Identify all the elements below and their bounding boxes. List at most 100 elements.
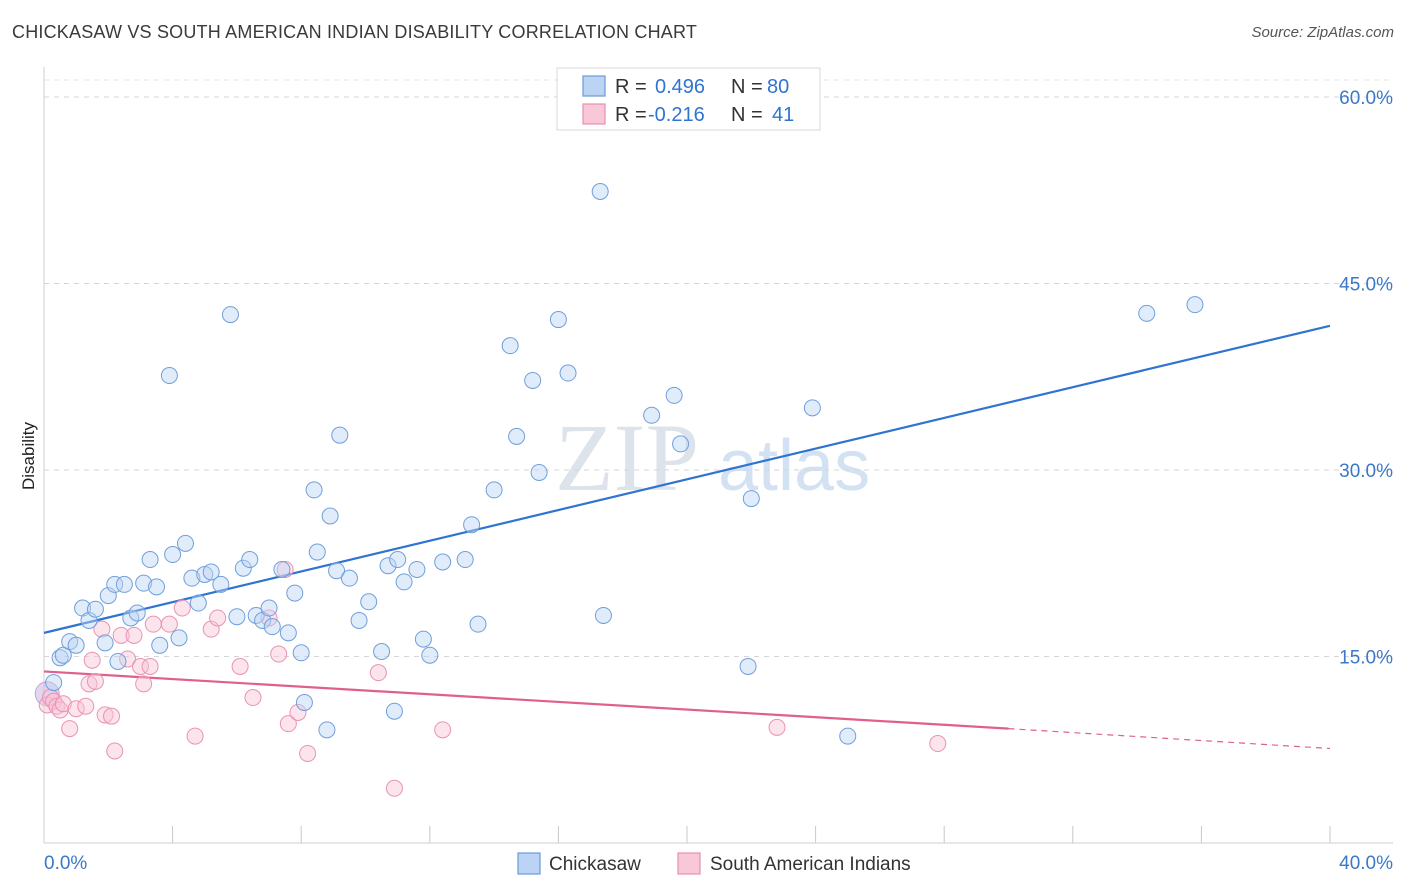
data-point-chickasaw — [360, 593, 378, 611]
data-point-chickasaw — [109, 652, 127, 670]
legend-n-value: 80 — [767, 76, 789, 98]
data-point-chickasaw — [434, 553, 452, 571]
data-point-south-american — [279, 715, 297, 733]
series-legend-swatch-chickasaw — [517, 852, 541, 875]
data-point-south-american — [141, 657, 159, 675]
data-point-chickasaw — [45, 674, 63, 692]
data-point-south-american — [61, 720, 79, 738]
data-point-chickasaw — [373, 643, 391, 661]
data-point-chickasaw — [485, 481, 503, 499]
y-tick-label: 15.0% — [1339, 648, 1393, 669]
data-point-chickasaw — [395, 573, 413, 591]
data-point-chickasaw — [331, 426, 349, 444]
legend-r-label: R = — [615, 104, 647, 126]
series-legend-label-south-american: South American Indians — [710, 854, 911, 875]
data-point-chickasaw — [234, 559, 252, 577]
data-point-south-american — [96, 706, 114, 724]
data-point-chickasaw — [183, 569, 201, 587]
series-legend-label-chickasaw: Chickasaw — [549, 854, 641, 875]
data-point-chickasaw — [594, 606, 612, 624]
data-point-south-american — [768, 718, 786, 736]
data-point-chickasaw — [340, 569, 358, 587]
data-point-chickasaw — [591, 182, 609, 200]
data-point-chickasaw — [421, 646, 439, 664]
data-point-chickasaw — [202, 563, 220, 581]
y-tick-labels: 15.0% 30.0% 45.0% 60.0% — [1339, 88, 1393, 669]
legend-n-value: 41 — [772, 104, 794, 126]
data-point-chickasaw — [212, 575, 230, 593]
data-point-south-american — [231, 657, 249, 675]
data-point-south-american — [112, 626, 130, 644]
y-tick-label: 30.0% — [1339, 461, 1393, 482]
y-axis-title: Disability — [19, 421, 38, 490]
trend-line-chickasaw — [43, 324, 1331, 634]
data-point-chickasaw — [463, 516, 481, 534]
data-point-chickasaw — [263, 618, 281, 636]
trend-line-south-american-extension — [1008, 728, 1331, 750]
data-point-chickasaw — [328, 562, 346, 580]
data-point-chickasaw — [241, 551, 259, 569]
data-point-south-american — [119, 650, 137, 668]
data-point-south-american — [54, 695, 72, 713]
data-point-south-american — [135, 675, 153, 693]
legend-r-value: 0.496 — [655, 76, 705, 98]
data-point-south-american — [209, 609, 227, 627]
data-point-south-american — [434, 721, 452, 739]
data-point-chickasaw — [128, 604, 146, 622]
data-point-south-american — [103, 707, 121, 725]
data-point-chickasaw — [549, 311, 567, 329]
data-point-chickasaw — [456, 551, 474, 569]
data-point-south-american — [369, 664, 387, 682]
data-point-chickasaw — [135, 574, 153, 592]
series-legend-swatch-south-american — [677, 852, 701, 875]
data-point-south-american — [160, 615, 178, 633]
data-point-south-american — [186, 727, 204, 745]
data-point-chickasaw — [286, 584, 304, 602]
legend-r-label: R = — [615, 76, 647, 98]
data-point-chickasaw — [141, 551, 159, 569]
data-point-chickasaw — [151, 636, 169, 654]
data-point-chickasaw — [501, 337, 519, 355]
series-legend: Chickasaw South American Indians — [517, 852, 911, 875]
data-point-chickasaw — [559, 364, 577, 382]
data-point-chickasaw — [469, 615, 487, 633]
data-point-south-american — [144, 615, 162, 633]
data-point-south-american — [289, 703, 307, 721]
data-point-chickasaw — [164, 546, 182, 564]
source-credit: Source: ZipAtlas.com — [1251, 24, 1394, 41]
chart-title: CHICKASAW VS SOUTH AMERICAN INDIAN DISAB… — [12, 22, 698, 42]
data-point-chickasaw — [115, 575, 133, 593]
data-point-chickasaw — [1138, 304, 1156, 322]
data-point-south-american — [83, 651, 101, 669]
x-tick-label-max: 40.0% — [1339, 853, 1393, 874]
legend-n-label: N = — [731, 104, 763, 126]
data-point-chickasaw — [672, 435, 690, 453]
data-point-chickasaw — [86, 600, 104, 618]
axes — [43, 67, 1393, 844]
data-point-chickasaw — [67, 636, 85, 654]
data-point-chickasaw — [524, 371, 542, 389]
data-point-chickasaw — [389, 551, 407, 569]
data-point-south-american — [86, 672, 104, 690]
data-point-chickasaw — [176, 534, 194, 552]
legend-r-value: -0.216 — [648, 104, 705, 126]
data-point-chickasaw — [379, 557, 397, 575]
data-point-chickasaw — [839, 727, 857, 745]
data-point-south-american — [45, 692, 63, 710]
y-tick-label: 60.0% — [1339, 88, 1393, 109]
data-point-chickasaw — [321, 507, 339, 525]
data-point-chickasaw — [160, 367, 178, 385]
data-point-chickasaw — [148, 578, 166, 596]
data-point-chickasaw — [742, 490, 760, 508]
legend-swatch-blue — [582, 75, 606, 97]
watermark-zip: ZIP — [555, 404, 699, 511]
data-point-chickasaw — [292, 644, 310, 662]
data-point-chickasaw — [414, 630, 432, 648]
data-point-chickasaw — [96, 634, 114, 652]
data-point-chickasaw — [385, 702, 403, 720]
data-point-south-american — [929, 735, 947, 753]
correlation-legend: R = 0.496 N = 80 R = -0.216 N = 41 — [556, 67, 821, 131]
data-point-chickasaw — [273, 560, 291, 578]
data-points — [34, 182, 1204, 797]
